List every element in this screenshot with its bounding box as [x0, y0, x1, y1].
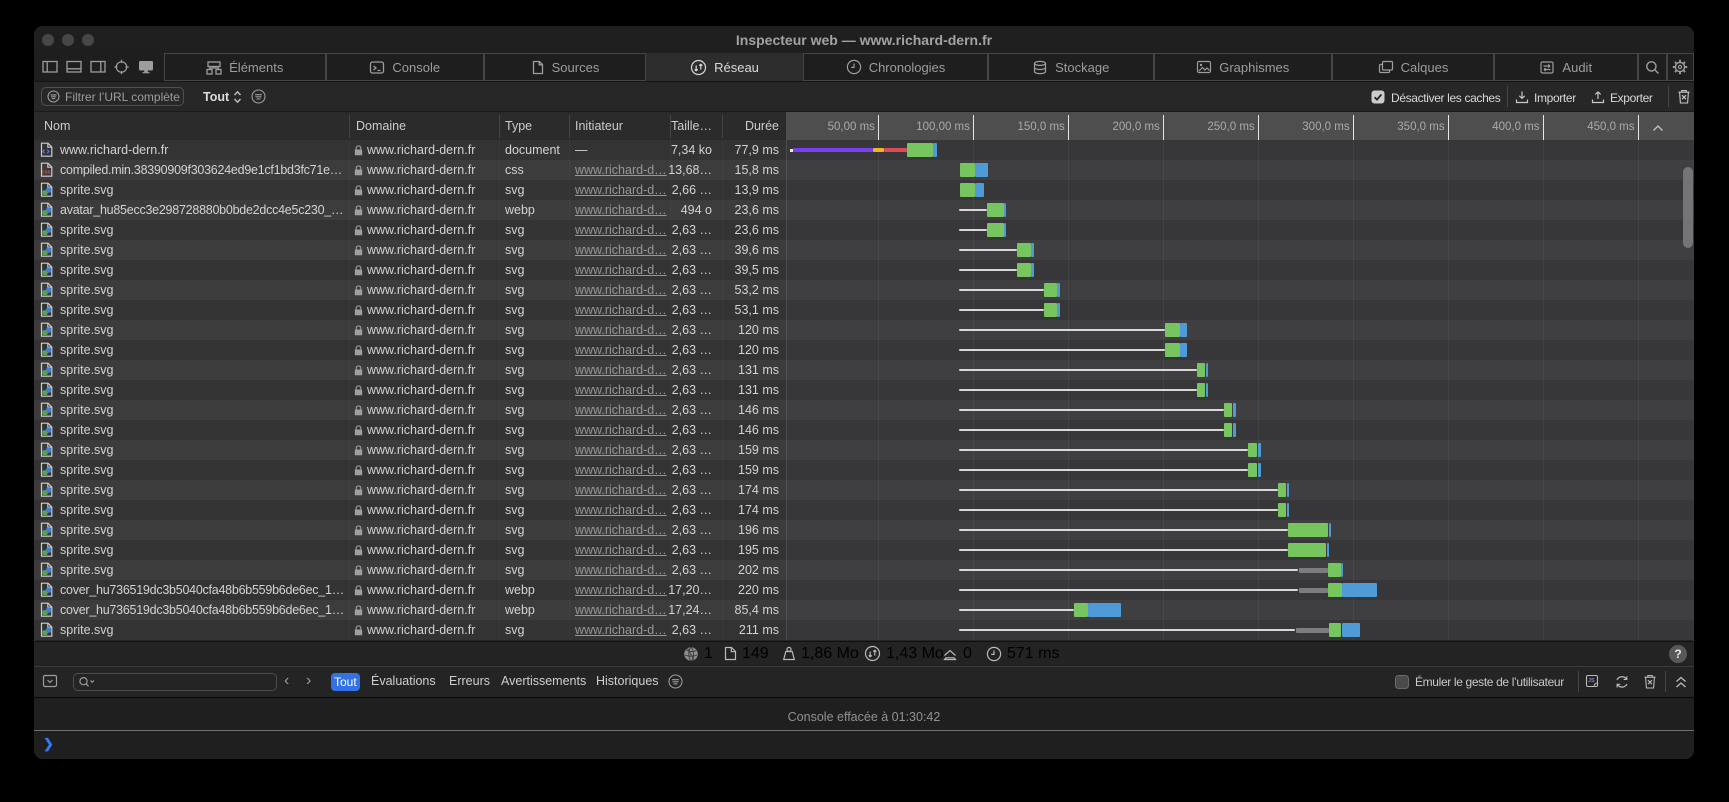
- svg-text:css: css: [42, 169, 51, 175]
- svg-text:JS: JS: [1588, 678, 1595, 684]
